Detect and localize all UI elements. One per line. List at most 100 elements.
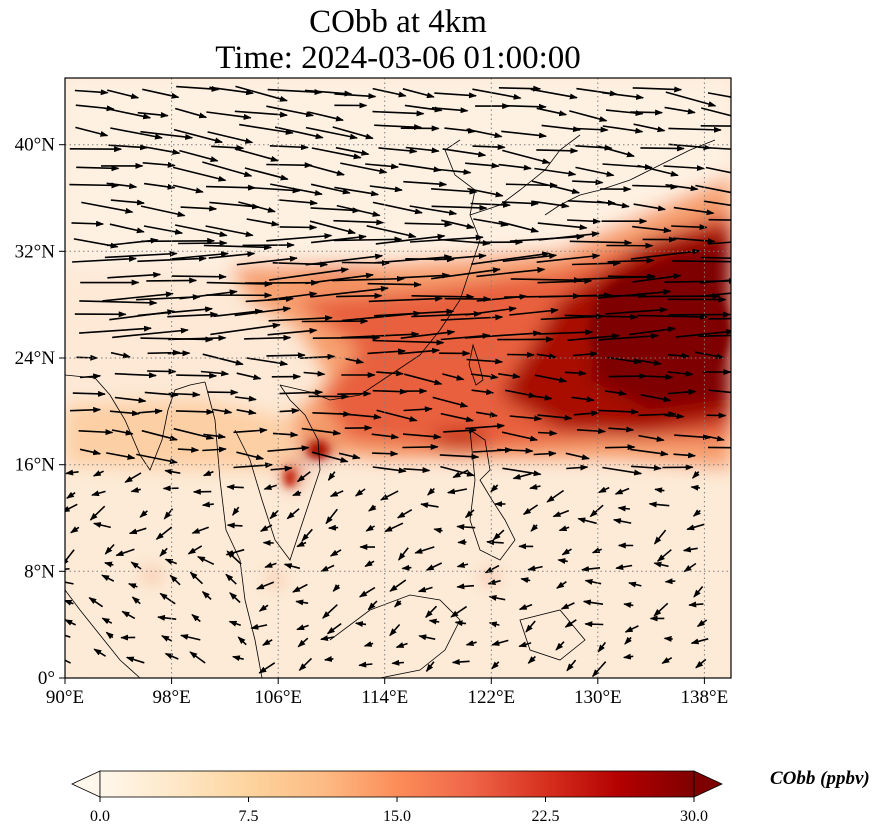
colorbar-label: CObb (ppbv)	[770, 768, 870, 789]
wind-arrow	[584, 621, 604, 628]
wind-arrow	[695, 658, 707, 669]
wind-arrow	[107, 271, 162, 279]
wind-arrow	[696, 619, 708, 628]
wind-arrow	[262, 639, 273, 646]
coastline-korea-yellowsea	[469, 134, 581, 216]
wind-arrow	[701, 292, 731, 297]
wind-arrow	[267, 88, 323, 96]
wind-arrow	[584, 578, 602, 585]
wind-arrow	[93, 648, 107, 657]
wind-arrow	[471, 251, 551, 265]
wind-arrow	[442, 373, 465, 381]
wind-arrow	[336, 204, 381, 217]
wind-arrow	[398, 547, 409, 561]
wind-arrow	[690, 484, 701, 491]
colorbar-tick-label: 22.5	[532, 808, 560, 825]
wind-arrow	[125, 656, 145, 664]
wind-arrow	[137, 255, 207, 263]
wind-arrow	[537, 430, 558, 437]
wind-arrow	[191, 526, 209, 534]
wind-arrow	[235, 85, 288, 102]
wind-arrow	[378, 147, 418, 154]
wind-arrow	[667, 352, 690, 359]
wind-arrow	[692, 470, 700, 479]
wind-arrow	[699, 279, 731, 284]
wind-arrow	[209, 201, 261, 210]
wind-arrow	[471, 389, 495, 396]
wind-arrow	[472, 144, 506, 151]
wind-arrow	[322, 604, 338, 619]
wind-arrow	[264, 562, 277, 568]
wind-arrow	[372, 466, 407, 474]
wind-arrow	[632, 225, 672, 234]
wind-arrow	[509, 307, 559, 316]
wind-arrow	[598, 408, 639, 415]
wind-arrow	[465, 640, 477, 646]
wind-arrow	[573, 410, 600, 417]
wind-arrow	[492, 529, 505, 541]
wind-arrow	[212, 408, 233, 415]
wind-arrow	[566, 464, 589, 471]
wind-arrow	[311, 147, 362, 160]
wind-arrow	[402, 433, 442, 440]
wind-arrow	[529, 483, 541, 490]
wind-arrow	[269, 267, 350, 281]
wind-arrow	[304, 89, 353, 97]
wind-arrow	[464, 306, 517, 316]
wind-arrow	[69, 406, 102, 413]
wind-arrow	[476, 411, 498, 418]
wind-arrow	[202, 161, 253, 177]
wind-arrow	[692, 509, 701, 517]
wind-arrow	[327, 471, 336, 481]
wind-arrow	[520, 577, 531, 584]
wind-arrow	[205, 225, 254, 237]
wind-arrow	[311, 451, 349, 463]
wind-arrow	[464, 509, 475, 519]
wind-arrow	[369, 185, 403, 193]
wind-arrow	[465, 162, 500, 169]
wind-arrow	[557, 558, 568, 564]
wind-arrow	[239, 123, 294, 135]
wind-arrow	[614, 487, 630, 495]
wind-arrow	[207, 131, 254, 144]
wind-arrow	[592, 661, 607, 678]
wind-arrow	[246, 357, 289, 367]
wind-arrow	[502, 149, 551, 165]
wind-arrow	[301, 427, 342, 436]
wind-arrow	[530, 394, 553, 401]
wind-arrow	[206, 111, 252, 120]
wind-arrow	[267, 327, 318, 336]
y-tick-label: 32°N	[15, 241, 56, 262]
wind-arrow	[168, 391, 201, 398]
wind-arrow	[102, 291, 174, 302]
wind-arrow	[335, 146, 370, 156]
wind-arrow	[434, 253, 487, 261]
wind-arrow	[323, 656, 334, 662]
wind-arrow	[372, 201, 423, 215]
wind-arrow	[565, 452, 590, 460]
wind-arrow	[672, 260, 731, 263]
wind-arrow	[510, 277, 582, 284]
wind-arrow	[607, 356, 642, 365]
wind-arrow	[700, 107, 731, 117]
wind-arrow	[425, 562, 443, 571]
wind-arrow	[332, 584, 341, 592]
wind-arrow	[572, 351, 599, 358]
wind-arrow	[466, 128, 503, 139]
wind-arrow	[496, 447, 534, 454]
wind-arrow	[464, 330, 542, 339]
wind-arrow	[164, 468, 181, 475]
wind-arrow	[534, 167, 577, 177]
wind-arrow	[466, 358, 504, 365]
wind-arrow	[703, 200, 731, 207]
wind-arrow	[176, 372, 218, 379]
wind-arrow	[688, 601, 704, 608]
wind-arrow	[372, 87, 407, 98]
wind-arrow	[65, 549, 75, 566]
wind-arrow	[703, 434, 725, 442]
wind-arrow	[518, 603, 533, 611]
wind-arrow	[311, 234, 367, 244]
wind-arrow	[89, 505, 106, 521]
wind-arrow	[596, 200, 630, 209]
wind-arrow	[505, 103, 547, 110]
